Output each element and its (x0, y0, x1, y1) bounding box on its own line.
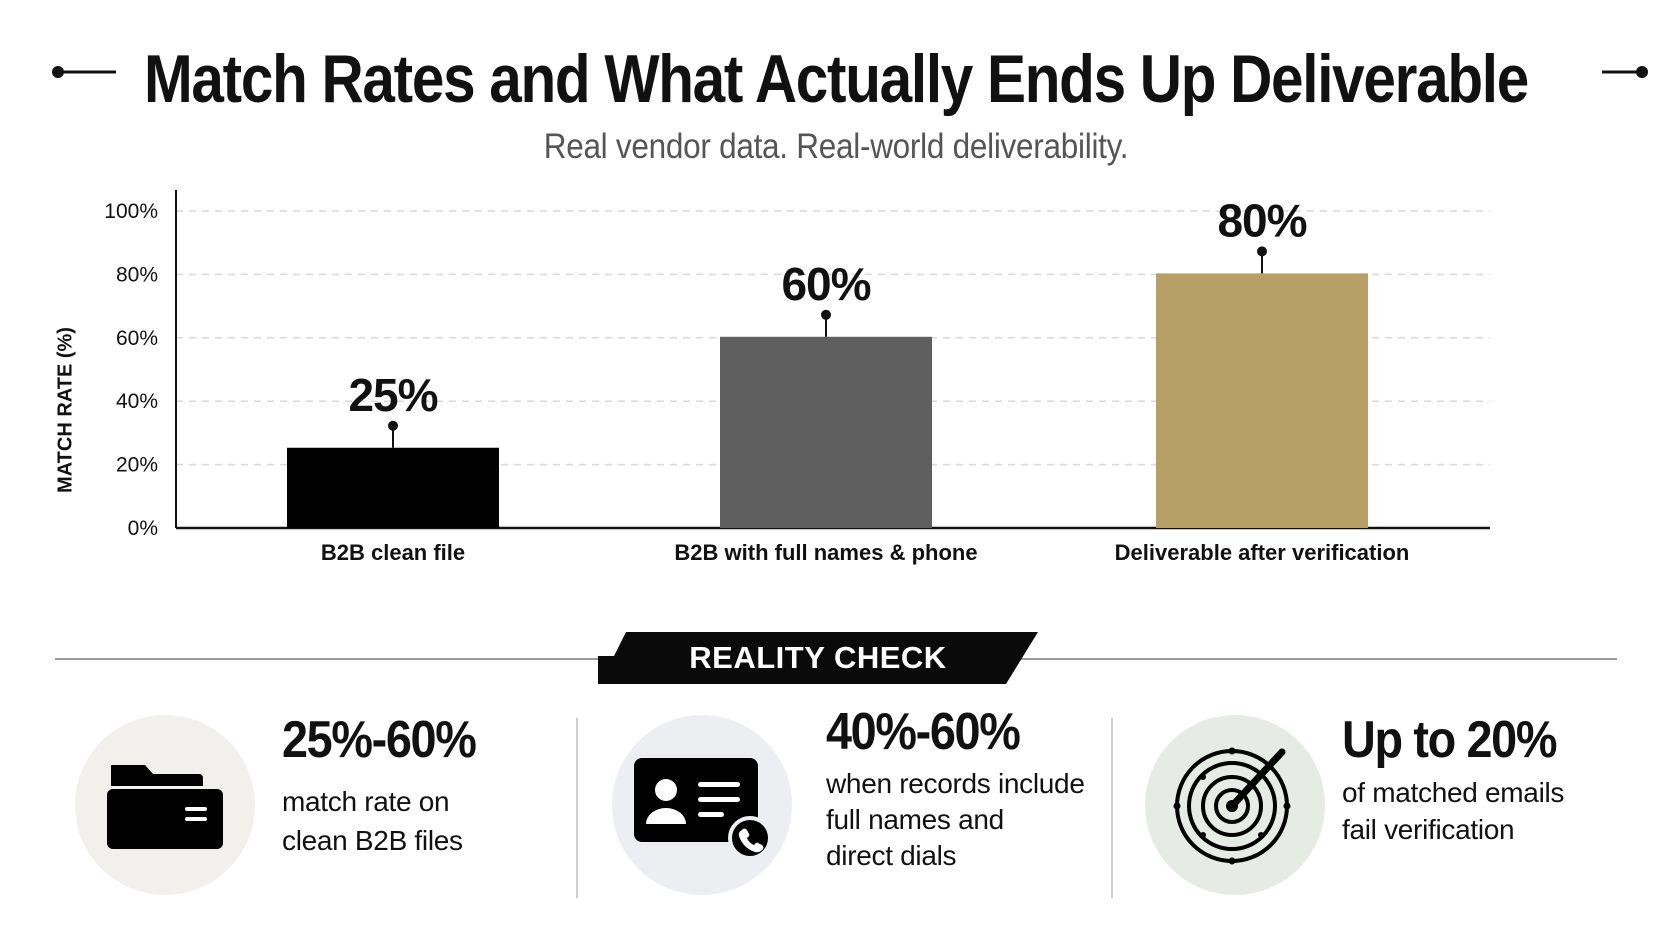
reality-check-label: REALITY CHECK (689, 640, 947, 675)
stat-separator (1111, 718, 1113, 898)
stat-description-line: when records include (826, 768, 1085, 799)
title-decoration-left (52, 66, 116, 78)
x-tick-label: Deliverable after verification (1115, 540, 1410, 565)
stat-description-line: clean B2B files (282, 825, 463, 856)
stat-card-match-rate: 25%-60% match rate on clean B2B files (75, 710, 535, 900)
bar-marker-dot (821, 309, 831, 320)
bar-chart: 0% 20% 40% 60% 80% 100% 25% B2B clean file 60% B2… (104, 190, 1490, 565)
data-label: 60% (781, 258, 870, 310)
stat-separator (576, 718, 578, 898)
stat-value: 40%-60% (826, 703, 1021, 761)
bar-marker-dot (388, 420, 398, 431)
data-label: 80% (1217, 194, 1306, 246)
y-tick-label: 60% (116, 327, 158, 350)
y-tick-label: 0% (128, 517, 158, 540)
stat-icon-circle (1145, 715, 1325, 895)
bar-2 (720, 336, 932, 528)
stat-description: match rate on clean B2B files (282, 782, 463, 860)
x-tick-label: B2B clean file (321, 540, 465, 565)
stat-value: Up to 20% (1342, 711, 1557, 769)
stat-icon-circle (612, 715, 792, 895)
page-subtitle: Real vendor data. Real-world deliverabil… (543, 127, 1129, 166)
stat-description-line: of matched emails (1342, 777, 1565, 808)
stat-icon-circle (75, 715, 255, 895)
title-decoration-right (1602, 66, 1648, 78)
y-tick-label: 20% (116, 454, 158, 477)
y-tick-label: 80% (116, 263, 158, 286)
bar-3 (1156, 273, 1368, 528)
y-tick-label: 40% (116, 390, 158, 413)
bar-marker-dot (1257, 246, 1267, 257)
radar-target-icon (1173, 747, 1291, 865)
y-tick-label: 100% (104, 200, 158, 223)
stat-value: 25%-60% (282, 711, 477, 769)
folder-icon (107, 765, 223, 849)
title-row: Match Rates and What Actually Ends Up De… (0, 22, 1672, 132)
stat-description-line: direct dials (826, 840, 957, 871)
stat-description-line: fail verification (1342, 814, 1515, 845)
stat-description: of matched emails fail verification (1342, 774, 1564, 848)
data-label: 25% (348, 369, 437, 421)
stat-card-verification-fail: Up to 20% of matched emails fail verific… (1145, 710, 1645, 900)
bar-1 (287, 447, 499, 528)
contact-card-phone-icon (634, 758, 772, 860)
stat-description: when records include full names and dire… (826, 766, 1085, 874)
reality-check-banner (598, 632, 1038, 684)
stat-card-full-names: 40%-60% when records include full names … (612, 703, 1092, 900)
page-title: Match Rates and What Actually Ends Up De… (144, 41, 1529, 117)
stat-description-line: full names and (826, 804, 1004, 835)
x-tick-label: B2B with full names & phone (674, 540, 977, 565)
stat-description-line: match rate on (282, 786, 450, 817)
y-axis-title: MATCH RATE (%) (54, 327, 77, 493)
